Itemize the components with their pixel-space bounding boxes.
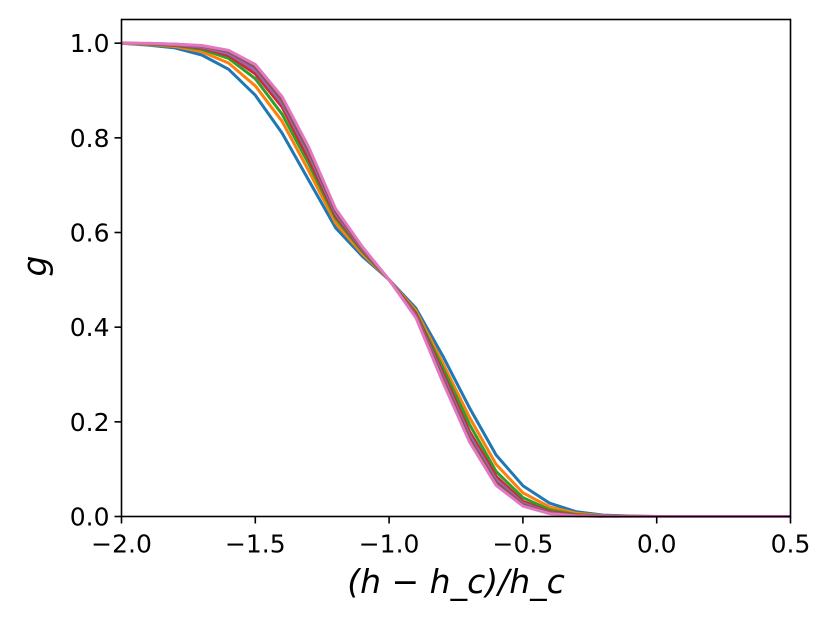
x-tick-label: −0.5: [493, 530, 554, 559]
y-tick-label: 0.0: [70, 503, 110, 532]
y-tick-label: 0.4: [70, 313, 110, 342]
series-line-6: [121, 41, 791, 518]
x-tick-label: −1.5: [225, 530, 286, 559]
series-layer: [121, 41, 791, 518]
series-line-3: [121, 41, 791, 518]
tick-layer: −2.0 −1.5 −1.0 −0.5 0.0 0.5 0.0 0.2 0.4 0.6 0.8 1.0: [70, 29, 811, 558]
series-line-2: [121, 41, 791, 518]
y-tick-label: 1.0: [70, 29, 110, 58]
y-tick-label: 0.2: [70, 408, 110, 437]
x-tick-label: −1.0: [359, 530, 420, 559]
x-tick-label: 0.5: [771, 530, 811, 559]
series-line-1: [121, 41, 791, 518]
series-line-4: [121, 41, 791, 518]
x-tick-label: 0.0: [637, 530, 677, 559]
x-tick-label: −2.0: [91, 530, 152, 559]
x-axis-label: (h − h_c)/h_c: [347, 562, 565, 601]
plot-frame: [120, 18, 792, 518]
series-line-5: [121, 41, 791, 518]
y-axis-label: g: [15, 256, 54, 277]
series-line-7: [121, 41, 791, 518]
y-tick-label: 0.6: [70, 219, 110, 248]
y-tick-label: 0.8: [70, 124, 110, 153]
